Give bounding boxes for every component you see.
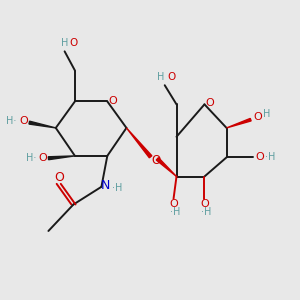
Polygon shape <box>29 121 56 128</box>
Polygon shape <box>126 128 152 158</box>
Text: ·H: ·H <box>265 152 275 162</box>
Text: O: O <box>38 153 47 163</box>
Text: O: O <box>152 154 161 167</box>
Text: O: O <box>255 152 264 162</box>
Text: O: O <box>19 116 28 126</box>
Text: O: O <box>206 98 214 108</box>
Text: O: O <box>54 171 64 184</box>
Text: ·H: ·H <box>170 207 180 218</box>
Text: H: H <box>157 72 164 82</box>
Text: H·: H· <box>6 116 17 126</box>
Text: O: O <box>108 96 117 106</box>
Text: O: O <box>200 200 209 209</box>
Text: H: H <box>61 38 68 47</box>
Text: O: O <box>253 112 262 122</box>
Text: H: H <box>262 109 270 119</box>
Polygon shape <box>156 158 176 176</box>
Polygon shape <box>226 118 251 128</box>
Text: O: O <box>169 200 178 209</box>
Text: ·H: ·H <box>112 183 122 193</box>
Text: H·: H· <box>26 153 36 163</box>
Polygon shape <box>48 156 75 160</box>
Text: O: O <box>167 72 175 82</box>
Text: ·H: ·H <box>201 207 211 218</box>
Text: O: O <box>69 38 78 47</box>
Text: N: N <box>101 179 110 192</box>
